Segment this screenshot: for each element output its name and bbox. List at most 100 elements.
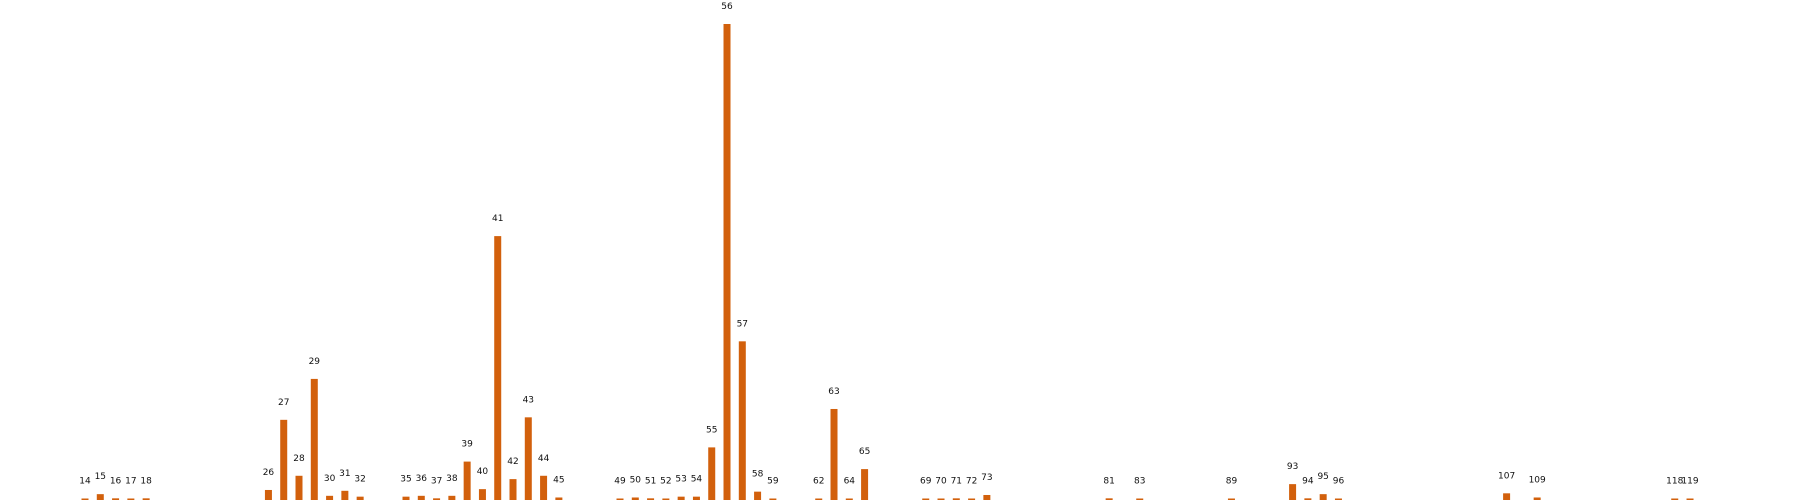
bar-54 [692,496,700,500]
bar-label-69: 69 [920,477,932,487]
bar-label-18: 18 [140,476,152,486]
bar-label-62: 62 [813,477,824,487]
bar-label-43: 43 [523,395,534,405]
bar-label-54: 54 [691,475,703,485]
bar-label-42: 42 [507,457,518,467]
bar-label-89: 89 [1226,477,1238,487]
bar-label-118: 118 [1666,477,1683,487]
bar-52 [662,498,670,500]
bar-label-35: 35 [400,475,411,485]
bar-label-73: 73 [981,473,992,483]
bar-69 [922,498,930,500]
bar-label-119: 119 [1681,477,1698,487]
bars-group [81,24,1694,500]
bar-label-28: 28 [293,454,305,464]
bar-41 [494,236,502,500]
bar-40 [478,489,486,500]
bar-55 [708,447,716,500]
bar-label-57: 57 [737,319,748,329]
bar-label-14: 14 [79,477,91,487]
bar-65 [861,469,869,500]
bar-119 [1686,498,1694,500]
bar-93 [1289,484,1297,500]
bar-label-65: 65 [859,447,870,457]
bar-16 [112,498,120,500]
bar-label-29: 29 [309,357,321,367]
bar-label-31: 31 [339,469,350,479]
bar-18 [142,498,150,500]
bar-label-50: 50 [630,475,642,485]
bar-42 [509,479,517,500]
bar-58 [754,491,762,500]
bar-28 [295,475,303,500]
bar-label-70: 70 [935,477,947,487]
bar-57 [738,341,746,500]
bar-45 [555,497,563,500]
bar-label-58: 58 [752,470,764,480]
bar-label-56: 56 [721,2,733,12]
bar-label-64: 64 [844,477,856,487]
bar-label-107: 107 [1498,471,1515,481]
bar-label-53: 53 [675,475,686,485]
bar-label-52: 52 [660,477,671,487]
bar-15 [96,494,104,500]
bar-29 [310,378,318,500]
bar-44 [540,475,548,500]
bar-label-94: 94 [1302,476,1314,486]
bar-49 [616,498,624,500]
bar-label-15: 15 [95,472,106,482]
bar-70 [937,498,945,500]
bar-83 [1136,498,1144,500]
bar-label-93: 93 [1287,462,1298,472]
bar-label-41: 41 [492,214,503,224]
bar-31 [341,490,349,500]
bar-label-96: 96 [1333,477,1345,487]
bar-56 [723,24,731,500]
bar-37 [433,498,441,500]
bar-label-30: 30 [324,474,336,484]
bar-label-36: 36 [416,474,428,484]
bar-26 [264,489,272,500]
bar-label-51: 51 [645,476,656,486]
bar-label-55: 55 [706,425,717,435]
bar-label-71: 71 [951,476,962,486]
bar-17 [127,498,135,500]
bar-label-95: 95 [1317,472,1328,482]
bar-62 [815,498,823,500]
bar-label-44: 44 [538,454,550,464]
bar-96 [1334,498,1342,500]
bar-label-109: 109 [1529,475,1546,485]
bar-50 [631,497,639,500]
bar-label-72: 72 [966,477,977,487]
bar-95 [1319,494,1327,500]
bar-43 [524,417,532,500]
bar-53 [677,496,685,500]
bar-30 [326,495,334,500]
bar-label-38: 38 [446,474,458,484]
bar-81 [1105,498,1113,500]
bar-label-59: 59 [767,477,779,487]
bar-label-39: 39 [461,440,473,450]
bar-label-37: 37 [431,476,442,486]
bar-27 [280,419,288,500]
bar-35 [402,496,410,500]
bar-94 [1304,498,1312,500]
bar-73 [983,494,991,500]
bar-109 [1533,497,1541,500]
bar-label-32: 32 [354,475,365,485]
bar-63 [830,408,838,500]
bar-59 [769,498,777,500]
bar-label-45: 45 [553,475,564,485]
bar-14 [81,498,89,500]
bar-32 [356,496,364,500]
bar-118 [1671,498,1679,500]
bar-label-40: 40 [477,467,489,477]
bar-36 [417,495,425,500]
bar-label-27: 27 [278,398,289,408]
bar-label-16: 16 [110,476,122,486]
bar-89 [1227,498,1235,500]
bar-51 [647,498,655,500]
bar-38 [448,495,456,500]
